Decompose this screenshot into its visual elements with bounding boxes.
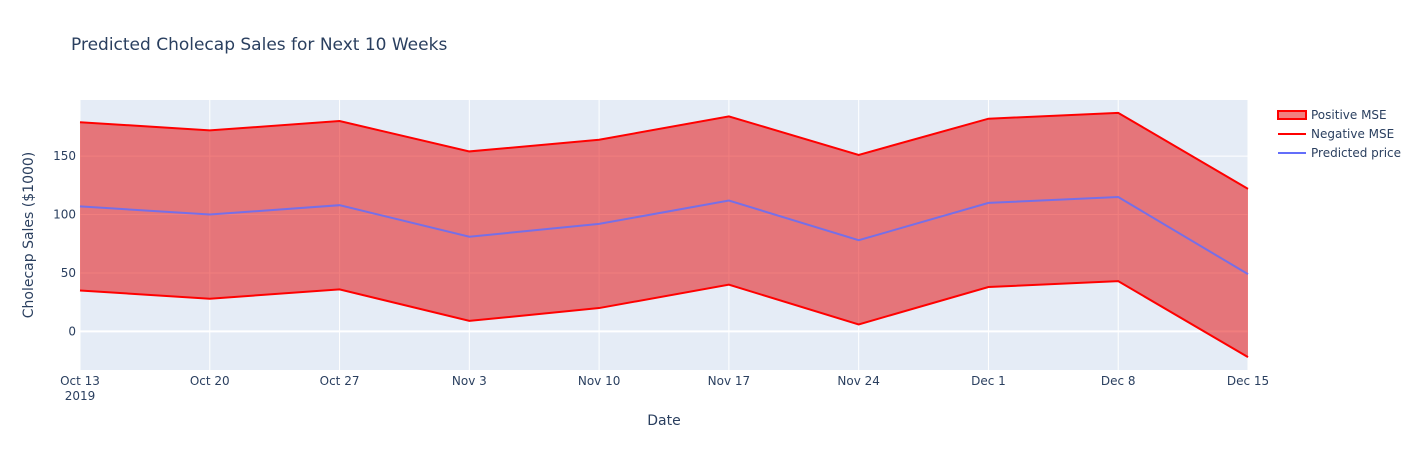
y-axis-title: Cholecap Sales ($1000) (21, 152, 37, 319)
negative-mse-line (79, 280, 1249, 359)
x-axis-title: Date (647, 413, 680, 429)
chart-title: Predicted Cholecap Sales for Next 10 Wee… (71, 35, 447, 55)
legend: Positive MSE Negative MSE Predicted price (1277, 108, 1401, 160)
predicted-price-line (79, 196, 1249, 276)
legend-label: Predicted price (1311, 146, 1401, 160)
x-tick-label: Oct 20 (190, 374, 230, 388)
x-tick-label: Dec 8 (1101, 374, 1136, 388)
x-tick-label: Dec 1 (971, 374, 1006, 388)
x-tick-label: Nov 17 (708, 374, 751, 388)
x-axis-ticks: Oct 13 Oct 20 Oct 27 Nov 3 Nov 10 Nov 17 Nov 2… (60, 374, 1269, 403)
line-layer (79, 111, 1249, 359)
x-tick-label: Dec 15 (1227, 374, 1269, 388)
positive-mse-line (79, 111, 1249, 190)
x-tick-label: Oct 13 (60, 374, 100, 388)
y-tick-label: 0 (68, 324, 76, 338)
y-tick-label: 100 (53, 208, 76, 222)
x-tick-label: Nov 3 (452, 374, 487, 388)
y-axis-ticks: 0 50 100 150 (53, 149, 76, 338)
x-tick-sublabel: 2019 (65, 389, 96, 403)
y-tick-label: 50 (61, 266, 76, 280)
legend-label: Positive MSE (1311, 108, 1387, 122)
y-tick-label: 150 (53, 149, 76, 163)
x-tick-label: Nov 24 (837, 374, 880, 388)
x-tick-label: Nov 10 (578, 374, 621, 388)
legend-swatch-positive-mse (1277, 110, 1307, 120)
x-tick-label: Oct 27 (320, 374, 360, 388)
legend-label: Negative MSE (1311, 127, 1394, 141)
